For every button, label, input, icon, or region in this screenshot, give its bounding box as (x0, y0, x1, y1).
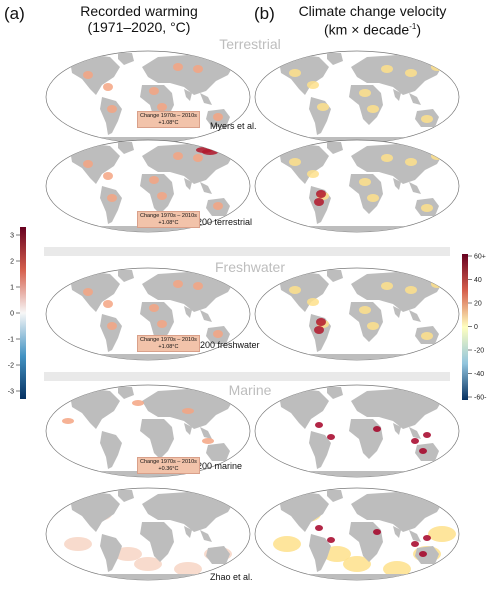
colorbar-left-tick: -1 (8, 337, 14, 344)
change-summary-value: +0.36°C (158, 465, 179, 472)
map-row4-velocity (254, 384, 460, 478)
colorbar-left-tick: 3 (10, 233, 14, 240)
colorbar-left-tick: -2 (8, 363, 14, 370)
colorbar-right-tick: 60+ (474, 254, 486, 261)
section-band-marine (44, 372, 450, 381)
change-summary-period: Change 1970s – 2010s (140, 113, 197, 119)
change-summary-value: +1.08°C (158, 343, 179, 350)
colorbar-right-tick: -40 (474, 371, 484, 378)
right-title-sup: -1 (409, 22, 417, 31)
colorbar-right-tick: 20 (474, 301, 482, 308)
map-row4-warming (45, 384, 251, 478)
section-band-freshwater (44, 247, 450, 256)
right-title-unit: (km × decade (323, 21, 410, 38)
colorbar-right-ramp (462, 254, 468, 400)
left-title-line2: (1971–2020, °C) (87, 19, 191, 35)
map-row2-velocity (254, 139, 460, 233)
left-column-title: Recorded warming (1971–2020, °C) (64, 3, 214, 35)
right-title-end: ) (416, 21, 421, 38)
section-freshwater: Freshwater (214, 259, 286, 275)
section-marine: Marine (228, 382, 272, 398)
change-summary-box: Change 1970s – 2010s +1.08°C (137, 335, 200, 352)
map-row1-velocity (254, 50, 460, 144)
change-summary-period: Change 1970s – 2010s (140, 213, 197, 219)
colorbar-left: 3 2 1 0 -1 -2 -3 (8, 227, 26, 399)
left-title-line1: Recorded warming (80, 3, 198, 19)
map-row5-warming (45, 487, 251, 581)
colorbar-right-tick: -20 (474, 348, 484, 355)
colorbar-left-tick: 1 (10, 285, 14, 292)
panel-a-letter: (a) (4, 4, 25, 23)
right-title-line2: (km × decade-1) (285, 19, 460, 38)
section-terrestrial: Terrestrial (219, 36, 281, 52)
change-summary-value: +1.08°C (158, 219, 179, 226)
colorbar-left-tick: 2 (10, 259, 14, 266)
colorbar-right: 60+ 40 20 0 -20 -40 -60- (462, 254, 487, 402)
change-summary-value: +1.08°C (158, 119, 179, 126)
panel-b-letter: (b) (254, 4, 275, 23)
right-column-title: Climate change velocity (km × decade-1) (285, 3, 460, 38)
change-summary-box: Change 1970s – 2010s +1.08°C (137, 211, 200, 228)
map-row3-velocity (254, 267, 460, 361)
colorbar-right-tick: -60- (474, 395, 487, 402)
change-summary-period: Change 1970s – 2010s (140, 459, 197, 465)
change-summary-box: Change 1970s – 2010s +0.36°C (137, 457, 200, 474)
map-row2-warming (45, 139, 251, 233)
colorbar-left-tick: -3 (8, 389, 14, 396)
colorbar-left-tick: 0 (10, 311, 14, 318)
colorbar-left-ramp (20, 227, 26, 399)
change-summary-period: Change 1970s – 2010s (140, 337, 197, 343)
colorbar-right-tick: 40 (474, 277, 482, 284)
change-summary-box: Change 1970s – 2010s +1.08°C (137, 111, 200, 128)
right-title-line1: Climate change velocity (298, 3, 447, 19)
colorbar-right-tick: 0 (474, 324, 478, 331)
map-row5-velocity (254, 487, 460, 581)
